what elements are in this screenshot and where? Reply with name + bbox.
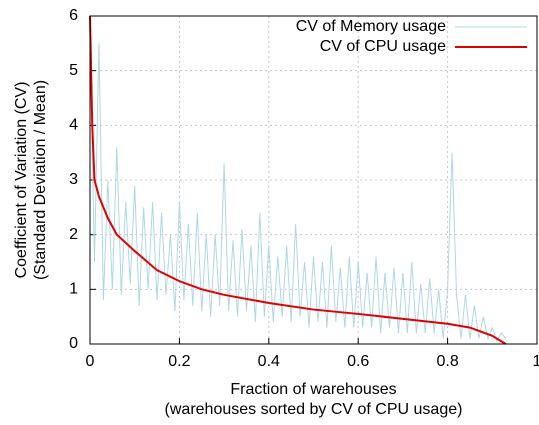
x-tick-label: 0.8: [436, 353, 458, 370]
y-tick-label: 5: [69, 62, 78, 79]
plot-frame: [89, 15, 538, 345]
x-tick-label: 0: [86, 353, 95, 370]
series-line: [89, 26, 507, 343]
y-axis-label: (Standard Deviation / Mean): [32, 80, 49, 280]
y-tick-label: 4: [69, 117, 78, 134]
x-tick-label: 0.6: [347, 353, 369, 370]
y-tick-label: 6: [69, 7, 78, 24]
series-line: [89, 15, 507, 345]
y-tick-label: 3: [69, 171, 78, 188]
x-tick-label: 1: [533, 353, 539, 370]
y-tick-label: 2: [69, 226, 78, 243]
x-axis-label: (warehouses sorted by CV of CPU usage): [165, 401, 463, 418]
x-tick-label: 0.2: [168, 353, 190, 370]
legend-label: CV of CPU usage: [320, 38, 446, 55]
y-axis-label: Coefficient of Variation (CV): [13, 82, 30, 279]
legend-label: CV of Memory usage: [296, 18, 446, 35]
y-tick-label: 0: [69, 335, 78, 352]
x-tick-label: 0.4: [258, 353, 280, 370]
x-axis-label: Fraction of warehouses: [230, 381, 396, 398]
y-tick-label: 1: [69, 281, 78, 298]
